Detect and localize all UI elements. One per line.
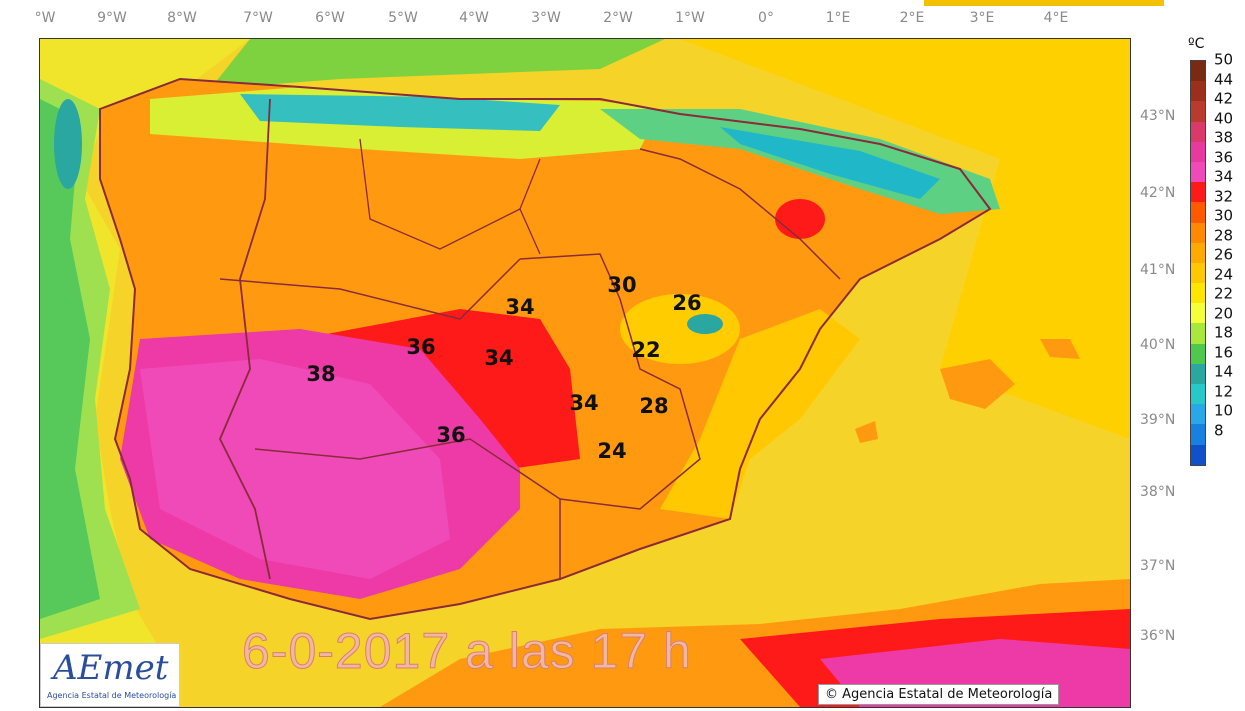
legend-tick-label: 16 xyxy=(1214,343,1234,361)
logo-text: AEmet xyxy=(53,648,169,688)
legend-color-segment xyxy=(1191,363,1205,384)
temperature-label: 28 xyxy=(639,394,669,418)
latitude-label: 39°N xyxy=(1140,412,1176,428)
legend-color-segment xyxy=(1191,444,1205,465)
legend-tick-label: 8 xyxy=(1214,421,1224,439)
longitude-label: 9°W xyxy=(97,10,127,26)
legend-tick-label: 44 xyxy=(1214,70,1234,88)
longitude-label: 0° xyxy=(758,10,774,26)
logo-subtitle: Agencia Estatal de Meteorología xyxy=(47,691,177,700)
latitude-label: 37°N xyxy=(1140,558,1176,574)
copyright-notice: © Agencia Estatal de Meteorología xyxy=(818,684,1060,705)
longitude-label: 2°E xyxy=(899,10,925,26)
longitude-label: 3°W xyxy=(531,10,561,26)
legend-tick-label: 12 xyxy=(1214,382,1234,400)
temperature-label: 38 xyxy=(306,362,336,386)
temperature-label: 26 xyxy=(672,291,702,315)
legend-color-segment xyxy=(1191,424,1205,445)
temperature-label: 22 xyxy=(631,338,661,362)
header-accent-bar xyxy=(924,0,1164,6)
temperature-label: 34 xyxy=(505,295,535,319)
legend-color-segment xyxy=(1191,222,1205,243)
legend-color-segment xyxy=(1191,202,1205,223)
legend-tick-label: 30 xyxy=(1214,206,1234,225)
temperature-label: 34 xyxy=(484,346,514,370)
legend-tick-label: 36 xyxy=(1214,148,1234,166)
legend-color-segment xyxy=(1191,343,1205,364)
legend-unit: ºC xyxy=(1188,36,1205,52)
legend-tick-label: 28 xyxy=(1214,226,1234,244)
longitude-label: 8°W xyxy=(167,10,197,26)
legend-tick-label: 38 xyxy=(1214,128,1234,147)
latitude-label: 36°N xyxy=(1140,628,1176,644)
latitude-label: 38°N xyxy=(1140,484,1176,500)
longitude-label: 4°E xyxy=(1043,10,1069,26)
legend-tick-label: 34 xyxy=(1214,167,1234,186)
legend-tick-label: 14 xyxy=(1214,362,1234,381)
legend-color-segment xyxy=(1191,262,1205,284)
legend-color-segment xyxy=(1191,323,1205,344)
longitude-label: 7°W xyxy=(243,10,273,26)
temperature-label: 36 xyxy=(406,335,436,359)
temperature-label: 34 xyxy=(569,391,599,415)
legend-tick-label: 22 xyxy=(1214,284,1234,303)
date-overlay: 6-0-2017 a las 17 h xyxy=(242,623,692,680)
temperature-map[interactable] xyxy=(39,38,1131,708)
legend-tick-label: 50 xyxy=(1214,50,1234,69)
latitude-label: 41°N xyxy=(1140,262,1176,278)
legend-tick-label: 26 xyxy=(1214,245,1234,264)
temperature-label: 24 xyxy=(597,439,627,463)
legend-tick-label: 24 xyxy=(1214,265,1234,283)
legend-color-segment xyxy=(1191,182,1205,203)
latitude-label: 42°N xyxy=(1140,185,1176,201)
legend-tick-label: 10 xyxy=(1214,401,1234,420)
latitude-label: 43°N xyxy=(1140,108,1176,124)
color-legend: ºC 50 44 42 40 38 36 34 32 30 28 26 24 22 20 18 16 14 12 1… xyxy=(1188,36,1245,466)
legend-color-segment xyxy=(1191,404,1205,425)
longitude-label: 2°W xyxy=(603,10,633,26)
longitude-label: 3°E xyxy=(969,10,995,26)
longitude-label: 1°W xyxy=(675,10,705,26)
longitude-label: °W xyxy=(34,10,56,26)
temperature-label: 30 xyxy=(607,273,637,297)
legend-color-segment xyxy=(1191,81,1205,102)
legend-color-segment xyxy=(1191,283,1205,304)
legend-tick-label: 18 xyxy=(1214,323,1234,342)
legend-tick-label: 42 xyxy=(1214,89,1234,108)
longitude-label: 6°W xyxy=(315,10,345,26)
aemet-logo: AEmet Agencia Estatal de Meteorología xyxy=(40,643,180,707)
longitude-axis: °W 9°W 8°W 7°W 6°W 5°W 4°W 3°W 2°W 1°W 0° 1°E 2°E 3°E… xyxy=(0,0,1245,36)
latitude-label: 40°N xyxy=(1140,337,1176,353)
legend-color-segment xyxy=(1191,101,1205,122)
legend-color-segment xyxy=(1191,242,1205,263)
legend-tick-label: 20 xyxy=(1214,304,1234,322)
legend-color-segment xyxy=(1191,121,1205,142)
longitude-label: 4°W xyxy=(459,10,489,26)
legend-color-bar xyxy=(1190,60,1206,466)
legend-color-segment xyxy=(1191,303,1205,324)
legend-tick-label: 40 xyxy=(1214,109,1234,127)
longitude-label: 1°E xyxy=(825,10,851,26)
longitude-label: 5°W xyxy=(388,10,418,26)
legend-color-segment xyxy=(1191,384,1205,405)
legend-color-segment xyxy=(1191,61,1205,82)
temperature-label: 36 xyxy=(436,423,466,447)
legend-tick-label: 32 xyxy=(1214,187,1234,205)
legend-color-segment xyxy=(1191,161,1205,183)
map-graphic xyxy=(40,39,1130,707)
legend-color-segment xyxy=(1191,141,1205,162)
